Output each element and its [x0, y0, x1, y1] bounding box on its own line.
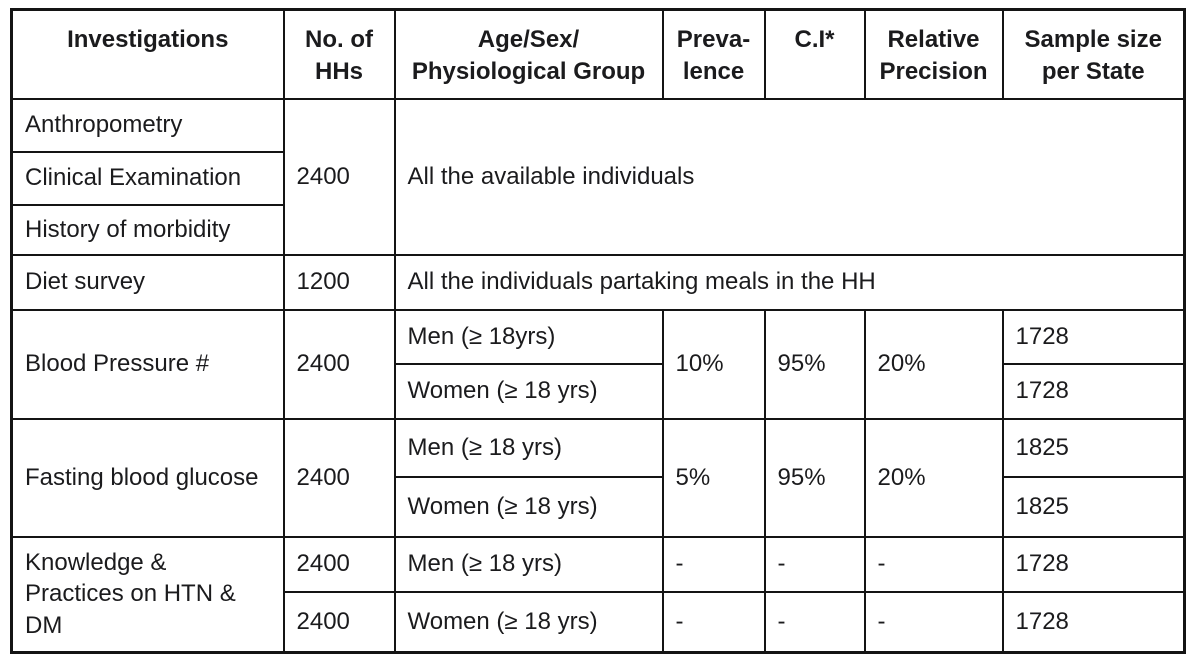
- cell-group-all-available: All the available individuals: [393, 97, 1186, 256]
- cell-investigation-knowledge: Knowledge & Practices on HTN & DM: [10, 535, 285, 654]
- cell-investigation-anthropometry: Anthropometry: [10, 97, 285, 153]
- cell-hhs-knowledge-men: 2400: [282, 535, 396, 593]
- sampling-design-table: Investigations No. of HHs Age/Sex/ Physi…: [10, 8, 1186, 654]
- cell-group-bp-men: Men (≥ 18yrs): [393, 308, 664, 365]
- cell-group-knowledge-women: Women (≥ 18 yrs): [393, 590, 664, 654]
- table-row-fasting-glucose-women: Women (≥ 18 yrs) 1825: [12, 475, 1186, 538]
- cell-precision-knowledge-women: -: [863, 590, 1004, 654]
- cell-sample-fbg-men: 1825: [1001, 417, 1186, 478]
- cell-sample-bp-men: 1728: [1001, 308, 1186, 365]
- cell-investigation-fasting-glucose: Fasting blood glucose: [10, 417, 285, 538]
- cell-group-fbg-women: Women (≥ 18 yrs): [393, 475, 664, 538]
- cell-investigation-blood-pressure: Blood Pressure #: [10, 308, 285, 420]
- cell-prevalence-knowledge-women: -: [661, 590, 766, 654]
- cell-hhs-diet: 1200: [282, 253, 396, 311]
- cell-group-knowledge-men: Men (≥ 18 yrs): [393, 535, 664, 593]
- cell-precision-bp: 20%: [863, 308, 1004, 420]
- cell-prevalence-knowledge-men: -: [661, 535, 766, 593]
- cell-group-bp-women: Women (≥ 18 yrs): [393, 362, 664, 420]
- table-row-knowledge-men: Knowledge & Practices on HTN & DM 2400 M…: [10, 535, 1186, 654]
- col-header-no-of-hhs: No. of HHs: [282, 8, 396, 100]
- table-row-fasting-glucose-men: Fasting blood glucose 2400 Men (≥ 18 yrs…: [10, 417, 1186, 538]
- cell-investigation-clinical: Clinical Examination: [10, 150, 285, 206]
- cell-prevalence-bp: 10%: [661, 308, 766, 420]
- cell-sample-knowledge-men: 1728: [1001, 535, 1186, 593]
- col-header-sample-size: Sample size per State: [1001, 8, 1186, 100]
- cell-ci-knowledge-women: -: [763, 590, 866, 654]
- cell-sample-knowledge-women: 1728: [1001, 590, 1186, 654]
- cell-ci-knowledge-men: -: [763, 535, 866, 593]
- col-header-relative-precision: Relative Precision: [863, 8, 1004, 100]
- header-row: Investigations No. of HHs Age/Sex/ Physi…: [10, 8, 1186, 100]
- table-row-anthropometry: Anthropometry 2400 All the available ind…: [10, 97, 1186, 256]
- table-row-blood-pressure-women: Women (≥ 18 yrs) 1728: [12, 362, 1186, 420]
- cell-hhs-blood-pressure: 2400: [282, 308, 396, 420]
- cell-ci-bp: 95%: [763, 308, 866, 420]
- cell-precision-fbg: 20%: [863, 417, 1004, 538]
- table-row-morbidity: History of morbidity: [10, 203, 1185, 256]
- cell-hhs-knowledge-women: 2400: [282, 590, 396, 654]
- cell-investigation-morbidity: History of morbidity: [10, 203, 285, 256]
- col-header-prevalence: Preva- lence: [661, 8, 766, 100]
- cell-group-partaking-meals: All the individuals partaking meals in t…: [393, 253, 1186, 311]
- table-row-knowledge-women: 2400 Women (≥ 18 yrs) - - - 1728: [12, 590, 1186, 654]
- col-header-age-sex-group: Age/Sex/ Physiological Group: [393, 8, 664, 100]
- col-header-investigations: Investigations: [10, 8, 285, 100]
- cell-hhs-anthro-group: 2400: [282, 97, 396, 256]
- cell-hhs-fasting-glucose: 2400: [282, 417, 396, 538]
- col-header-ci: C.I*: [763, 8, 866, 100]
- cell-prevalence-fbg: 5%: [661, 417, 766, 538]
- table-row-blood-pressure-men: Blood Pressure # 2400 Men (≥ 18yrs) 10% …: [10, 308, 1186, 420]
- cell-precision-knowledge-men: -: [863, 535, 1004, 593]
- cell-sample-bp-women: 1728: [1001, 362, 1186, 420]
- cell-group-fbg-men: Men (≥ 18 yrs): [393, 417, 664, 478]
- table-row-diet-survey: Diet survey 1200 All the individuals par…: [10, 253, 1186, 311]
- table-row-clinical: Clinical Examination: [10, 150, 1185, 206]
- cell-ci-fbg: 95%: [763, 417, 866, 538]
- cell-investigation-diet: Diet survey: [10, 253, 285, 311]
- cell-sample-fbg-women: 1825: [1001, 475, 1186, 538]
